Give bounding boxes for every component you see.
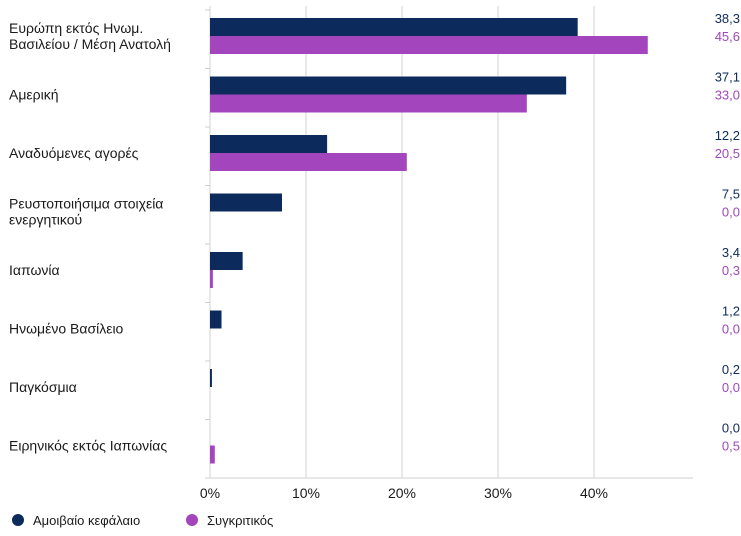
- x-tick-label-2: 20%: [388, 485, 416, 501]
- legend-marker-0: [12, 514, 24, 526]
- value-label-benchmark-2: 20,5: [715, 146, 740, 161]
- category-label-6-0: Παγκόσμια: [9, 379, 77, 395]
- x-tick-label-1: 10%: [292, 485, 320, 501]
- bar-benchmark-1: [210, 94, 527, 113]
- value-label-fund-1: 37,1: [715, 70, 740, 85]
- x-tick-label-3: 30%: [484, 485, 512, 501]
- category-label-3-0: Ρευστοποιήσιμα στοιχεία: [9, 196, 163, 212]
- value-label-fund-7: 0,0: [722, 421, 740, 436]
- bar-benchmark-4: [210, 270, 213, 288]
- bar-fund-5: [210, 310, 222, 329]
- category-label-4-0: Ιαπωνία: [9, 262, 60, 278]
- value-label-benchmark-1: 33,0: [715, 88, 740, 103]
- category-label-0-1: Βασιλείου / Μέση Ανατολή: [9, 36, 171, 52]
- value-label-benchmark-7: 0,5: [722, 439, 740, 454]
- bar-benchmark-0: [210, 36, 648, 54]
- bars: [210, 18, 648, 464]
- legend-marker-1: [186, 514, 198, 526]
- x-tick-label-0: 0%: [200, 485, 220, 501]
- bar-benchmark-2: [210, 153, 407, 171]
- legend-label-1: Συγκριτικός: [207, 513, 273, 528]
- bar-fund-2: [210, 135, 328, 153]
- category-label-5-0: Ηνωμένο Βασίλειο: [9, 321, 124, 337]
- bar-fund-4: [210, 252, 243, 270]
- category-label-0-0: Ευρώπη εκτός Ηνωμ.: [9, 20, 143, 36]
- x-axis-ticks: 0% 10% 20% 30% 40%: [200, 485, 608, 501]
- value-label-benchmark-6: 0,0: [722, 380, 740, 395]
- category-label-2-0: Αναδυόμενες αγορές: [9, 145, 139, 161]
- bar-fund-1: [210, 76, 567, 95]
- category-label-7-0: Ειρηνικός εκτός Ιαπωνίας: [9, 438, 167, 454]
- value-label-benchmark-4: 0,3: [722, 263, 740, 278]
- bar-fund-6: [210, 369, 212, 387]
- bar-benchmark-7: [210, 445, 215, 464]
- bar-fund-0: [210, 18, 578, 36]
- value-label-fund-0: 38,3: [715, 11, 740, 26]
- value-label-fund-3: 7,5: [722, 187, 740, 202]
- value-label-benchmark-0: 45,6: [715, 29, 740, 44]
- value-label-fund-4: 3,4: [722, 245, 740, 260]
- category-label-1-0: Αμερική: [9, 87, 59, 103]
- value-label-benchmark-3: 0,0: [722, 205, 740, 220]
- bar-fund-3: [210, 193, 282, 212]
- legend: Αμοιβαίο κεφάλαιο Συγκριτικός: [12, 513, 273, 528]
- value-labels: 38,3 45,6 37,1 33,0 12,2 20,5 7,5 0,0 3,4 0,3 1,2 0…: [715, 11, 740, 454]
- value-label-fund-6: 0,2: [722, 362, 740, 377]
- value-label-fund-2: 12,2: [715, 128, 740, 143]
- category-separators: [205, 9, 210, 479]
- x-tick-label-4: 40%: [580, 485, 608, 501]
- legend-label-0: Αμοιβαίο κεφάλαιο: [33, 513, 140, 528]
- value-label-benchmark-5: 0,0: [722, 322, 740, 337]
- category-label-3-1: ενεργητικού: [9, 212, 82, 228]
- value-label-fund-5: 1,2: [722, 304, 740, 319]
- category-labels: Ευρώπη εκτός Ηνωμ.Βασιλείου / Μέση Ανατο…: [9, 20, 171, 454]
